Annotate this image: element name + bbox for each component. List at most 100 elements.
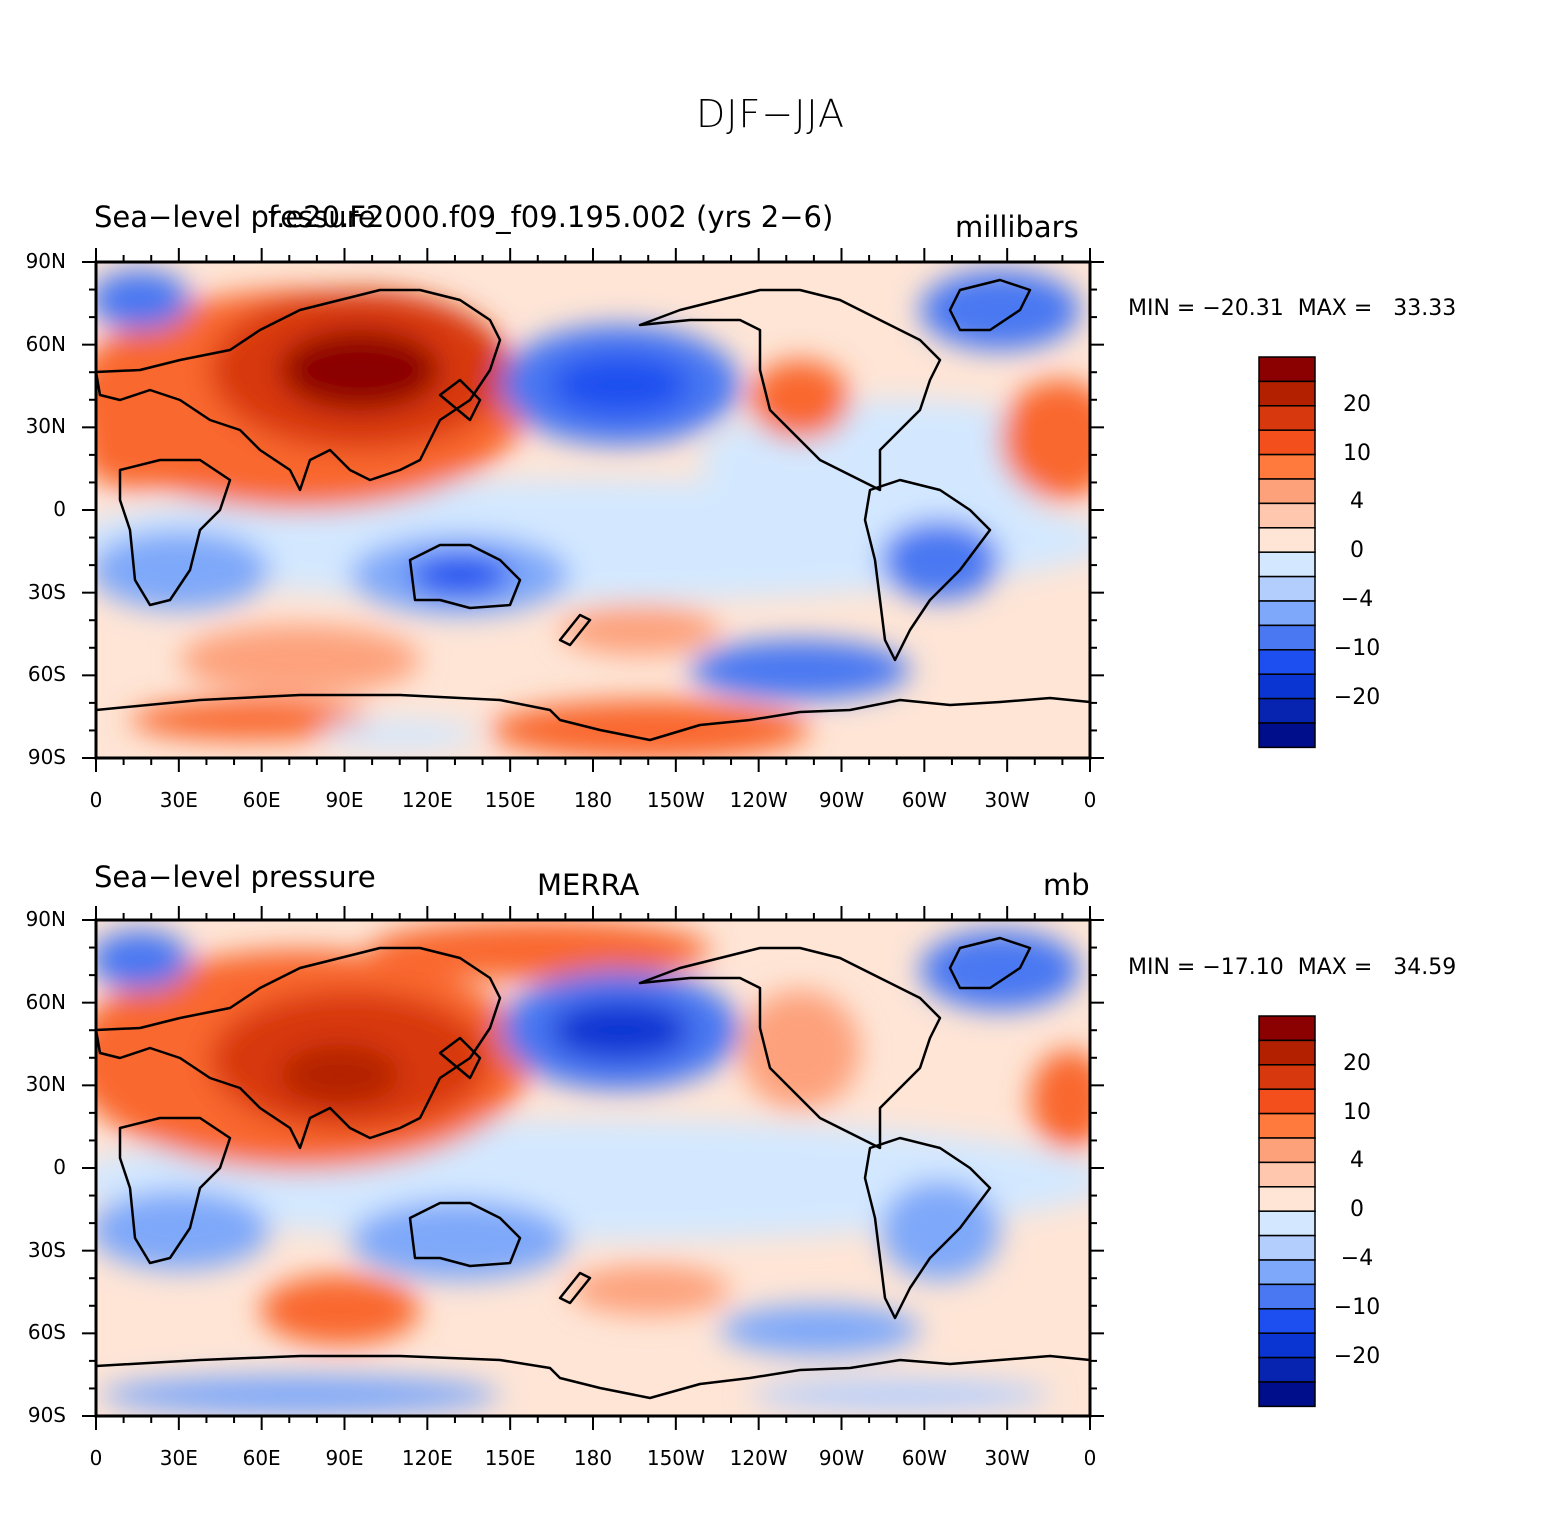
panel1-colorbar-label: 4 (1350, 489, 1364, 515)
panel2-tick-marks (82, 906, 1104, 1430)
colorbar-swatch (1258, 1210, 1316, 1237)
panel2-colorbar-label: −4 (1340, 1246, 1374, 1271)
panel2-lat-tick-label: 60S (27, 1320, 66, 1345)
panel2-lon-tick-label: 60E (242, 1446, 281, 1470)
panel2-lat-tick-label: 30S (27, 1237, 66, 1262)
panel1-min-max: MIN = −20.31 MAX = 33.33 (1128, 296, 1457, 321)
panel1-lon-tick-label: 0 (89, 788, 103, 812)
colorbar-swatch (1258, 1356, 1316, 1383)
panel1-center-label: f.e20.F2000.f09_f09.195.002 (yrs 2−6) (268, 200, 834, 234)
colorbar-swatch (1258, 429, 1316, 456)
panel2-colorbar-label: −20 (1333, 1343, 1381, 1369)
colorbar-swatch (1258, 1186, 1316, 1212)
panel1-units-label: millibars (955, 210, 1079, 244)
colorbar-swatch (1258, 1088, 1316, 1115)
panel2-colorbar (1258, 1015, 1316, 1408)
panel2-lon-tick-label: 150E (484, 1446, 536, 1470)
panel1-lat-tick-label: 30N (25, 414, 66, 439)
colorbar-swatch (1258, 600, 1316, 627)
colorbar-swatch (1258, 722, 1316, 749)
panel2-lon-tick-label: 30W (984, 1446, 1030, 1470)
panel2-lon-tick-label: 90W (818, 1446, 865, 1470)
panel1-colorbar-label: 0 (1350, 538, 1364, 564)
panel2-center-label: MERRA (537, 868, 640, 902)
colorbar-swatch (1258, 453, 1316, 480)
panel2-lat-tick-label: 90S (27, 1403, 66, 1427)
panel1-lat-tick-label: 0 (53, 497, 66, 521)
colorbar-swatch (1258, 697, 1316, 724)
panel2-lat-tick-label: 0 (53, 1155, 66, 1179)
colorbar-swatch (1258, 551, 1316, 578)
panel1-colorbar-label: −10 (1333, 635, 1381, 661)
colorbar-swatch (1258, 1283, 1316, 1310)
panel1-lon-tick-label: 60W (901, 788, 947, 812)
panel1-lon-tick-label: 120W (729, 788, 788, 812)
colorbar-swatch (1258, 356, 1316, 383)
panel2-lat-tick-label: 30N (25, 1072, 66, 1097)
panel2-lat-tick-label: 60N (25, 989, 66, 1014)
panel1-lat-tick-label: 30S (27, 579, 66, 604)
colorbar-swatch (1258, 624, 1316, 651)
panel2-lon-tick-label: 150W (646, 1446, 705, 1470)
panel2-lon-tick-label: 60W (901, 1446, 947, 1470)
panel2-lon-tick-label: 0 (89, 1446, 103, 1470)
colorbar-swatch (1258, 1137, 1316, 1164)
panel2-min-max: MIN = −17.10 MAX = 34.59 (1128, 955, 1457, 980)
colorbar-swatch (1258, 1234, 1316, 1261)
panel2-colorbar-label: 4 (1350, 1148, 1364, 1174)
colorbar-swatch (1258, 1332, 1316, 1359)
panel2-units-label: mb (1043, 868, 1090, 902)
panel1-lat-tick-label: 60S (27, 662, 66, 687)
panel2-lon-tick-label: 0 (1083, 1446, 1097, 1470)
panel1-lon-tick-label: 30E (159, 788, 198, 812)
panel1-lon-tick-label: 90E (325, 788, 364, 812)
panel2-coastlines (96, 936, 1090, 1400)
panel2-lon-tick-label: 30E (159, 1446, 198, 1470)
colorbar-swatch (1258, 502, 1316, 529)
colorbar-swatch (1258, 1161, 1316, 1188)
colorbar-swatch (1258, 1064, 1316, 1090)
panel1-colorbar-label: 20 (1343, 391, 1371, 417)
panel1-lon-tick-label: 30W (984, 788, 1030, 812)
colorbar-swatch (1258, 1381, 1316, 1408)
colorbar-swatch (1258, 673, 1316, 700)
panel2-lon-tick-label: 120W (729, 1446, 788, 1470)
colorbar-swatch (1258, 1015, 1316, 1042)
panel1-lon-tick-label: 150W (646, 788, 705, 812)
panel2-lon-tick-label: 90E (325, 1446, 364, 1470)
panel1-lat-tick-label: 60N (25, 331, 66, 356)
panel1-lat-tick-label: 90N (25, 249, 66, 273)
main-title: DJF−JJA (696, 92, 845, 136)
panel2-colorbar-label: 0 (1350, 1197, 1364, 1223)
colorbar-swatch (1258, 380, 1316, 407)
panel1-tick-marks (82, 248, 1104, 772)
panel1-colorbar-label: −4 (1340, 587, 1374, 612)
panel1-lon-tick-label: 60E (242, 788, 281, 812)
panel2-colorbar-label: 10 (1343, 1099, 1371, 1125)
panel2-colorbar-label: −10 (1333, 1294, 1381, 1320)
colorbar-swatch (1258, 1112, 1316, 1139)
panel2-lat-tick-label: 90N (25, 907, 66, 931)
panel1-lon-tick-label: 0 (1083, 788, 1097, 812)
colorbar-swatch (1258, 1039, 1316, 1066)
panel2-lon-tick-label: 180 (573, 1446, 613, 1470)
colorbar-swatch (1258, 1259, 1316, 1286)
panel2-map (82, 906, 1104, 1430)
panel2-lon-tick-label: 120E (401, 1446, 453, 1470)
panel1-colorbar-label: 10 (1343, 440, 1371, 466)
colorbar-swatch (1258, 575, 1316, 602)
panel1-colorbar-label: −20 (1333, 684, 1381, 710)
panel1-coastlines (96, 278, 1090, 742)
colorbar-swatch (1258, 649, 1316, 675)
panel1-lon-tick-label: 120E (401, 788, 453, 812)
panel1-lon-tick-label: 150E (484, 788, 536, 812)
panel2-left-label: Sea−level pressure (94, 860, 376, 894)
colorbar-swatch (1258, 478, 1316, 505)
panel1-colorbar (1258, 356, 1316, 749)
panel1-left-label: Sea−level pressure (94, 200, 376, 234)
panel2-colorbar-label: 20 (1343, 1050, 1371, 1076)
panel1-lon-tick-label: 90W (818, 788, 865, 812)
panel1-lon-tick-label: 180 (573, 788, 613, 812)
colorbar-swatch (1258, 405, 1316, 431)
